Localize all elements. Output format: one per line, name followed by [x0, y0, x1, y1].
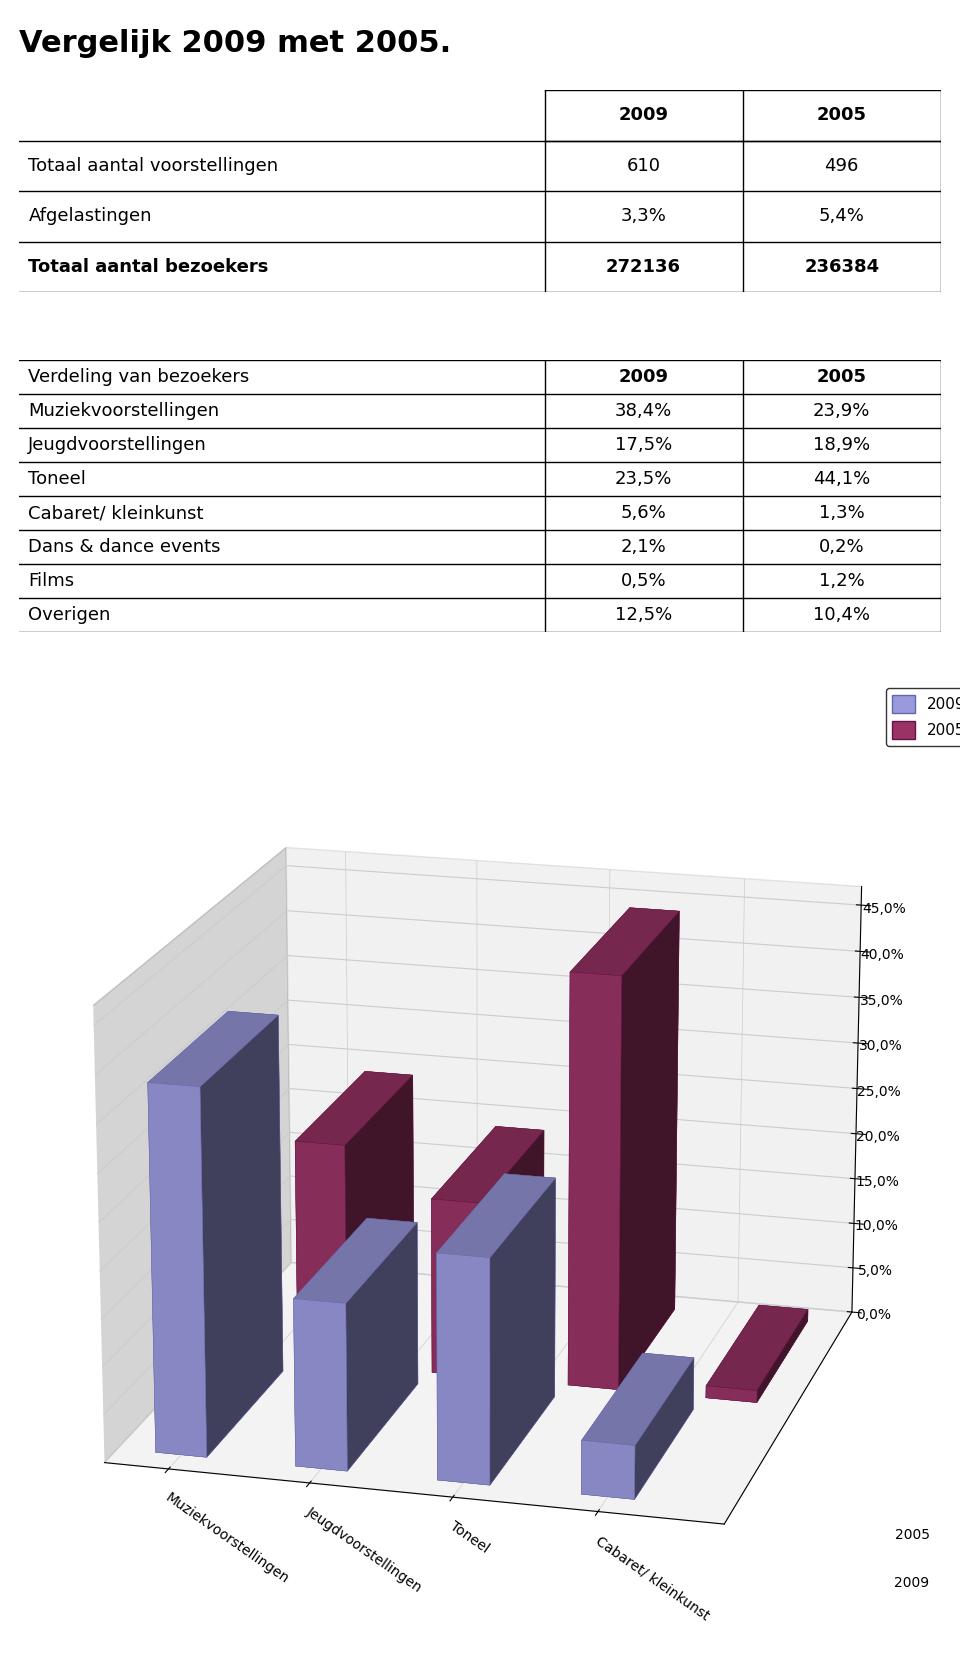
Text: 3,3%: 3,3%	[621, 207, 666, 225]
Text: Dans & dance events: Dans & dance events	[29, 538, 221, 556]
Text: Afgelastingen: Afgelastingen	[29, 207, 152, 225]
Text: Cabaret/ kleinkunst: Cabaret/ kleinkunst	[29, 504, 204, 522]
Legend: 2009, 2005: 2009, 2005	[885, 689, 960, 746]
Text: 17,5%: 17,5%	[615, 437, 672, 454]
Text: 1,3%: 1,3%	[819, 504, 865, 522]
Text: Totaal aantal voorstellingen: Totaal aantal voorstellingen	[29, 156, 278, 175]
Text: Films: Films	[29, 571, 75, 590]
Text: Totaal aantal bezoekers: Totaal aantal bezoekers	[29, 257, 269, 276]
Text: Vergelijk 2009 met 2005.: Vergelijk 2009 met 2005.	[19, 29, 451, 57]
Text: 2005: 2005	[895, 1529, 929, 1542]
Text: 0,5%: 0,5%	[621, 571, 666, 590]
Text: 23,9%: 23,9%	[813, 402, 871, 420]
Text: 38,4%: 38,4%	[615, 402, 672, 420]
Text: 2,1%: 2,1%	[621, 538, 666, 556]
Text: Toneel: Toneel	[29, 470, 86, 487]
Text: 10,4%: 10,4%	[813, 606, 870, 623]
Text: 272136: 272136	[606, 257, 681, 276]
Text: Muziekvoorstellingen: Muziekvoorstellingen	[29, 402, 220, 420]
Text: 2009: 2009	[618, 106, 668, 124]
Text: 5,6%: 5,6%	[621, 504, 666, 522]
Text: 44,1%: 44,1%	[813, 470, 871, 487]
Text: 496: 496	[825, 156, 859, 175]
Text: 0,2%: 0,2%	[819, 538, 865, 556]
Text: 1,2%: 1,2%	[819, 571, 865, 590]
Text: 2005: 2005	[817, 368, 867, 386]
Text: 5,4%: 5,4%	[819, 207, 865, 225]
Text: Overigen: Overigen	[29, 606, 110, 623]
Text: 23,5%: 23,5%	[615, 470, 672, 487]
Text: 2005: 2005	[817, 106, 867, 124]
Text: 2009: 2009	[895, 1576, 929, 1591]
Text: 12,5%: 12,5%	[615, 606, 672, 623]
Text: Verdeling van bezoekers: Verdeling van bezoekers	[29, 368, 250, 386]
Text: 236384: 236384	[804, 257, 879, 276]
Text: 2009: 2009	[618, 368, 668, 386]
Text: 18,9%: 18,9%	[813, 437, 871, 454]
Text: 610: 610	[627, 156, 660, 175]
Text: Jeugdvoorstellingen: Jeugdvoorstellingen	[29, 437, 207, 454]
